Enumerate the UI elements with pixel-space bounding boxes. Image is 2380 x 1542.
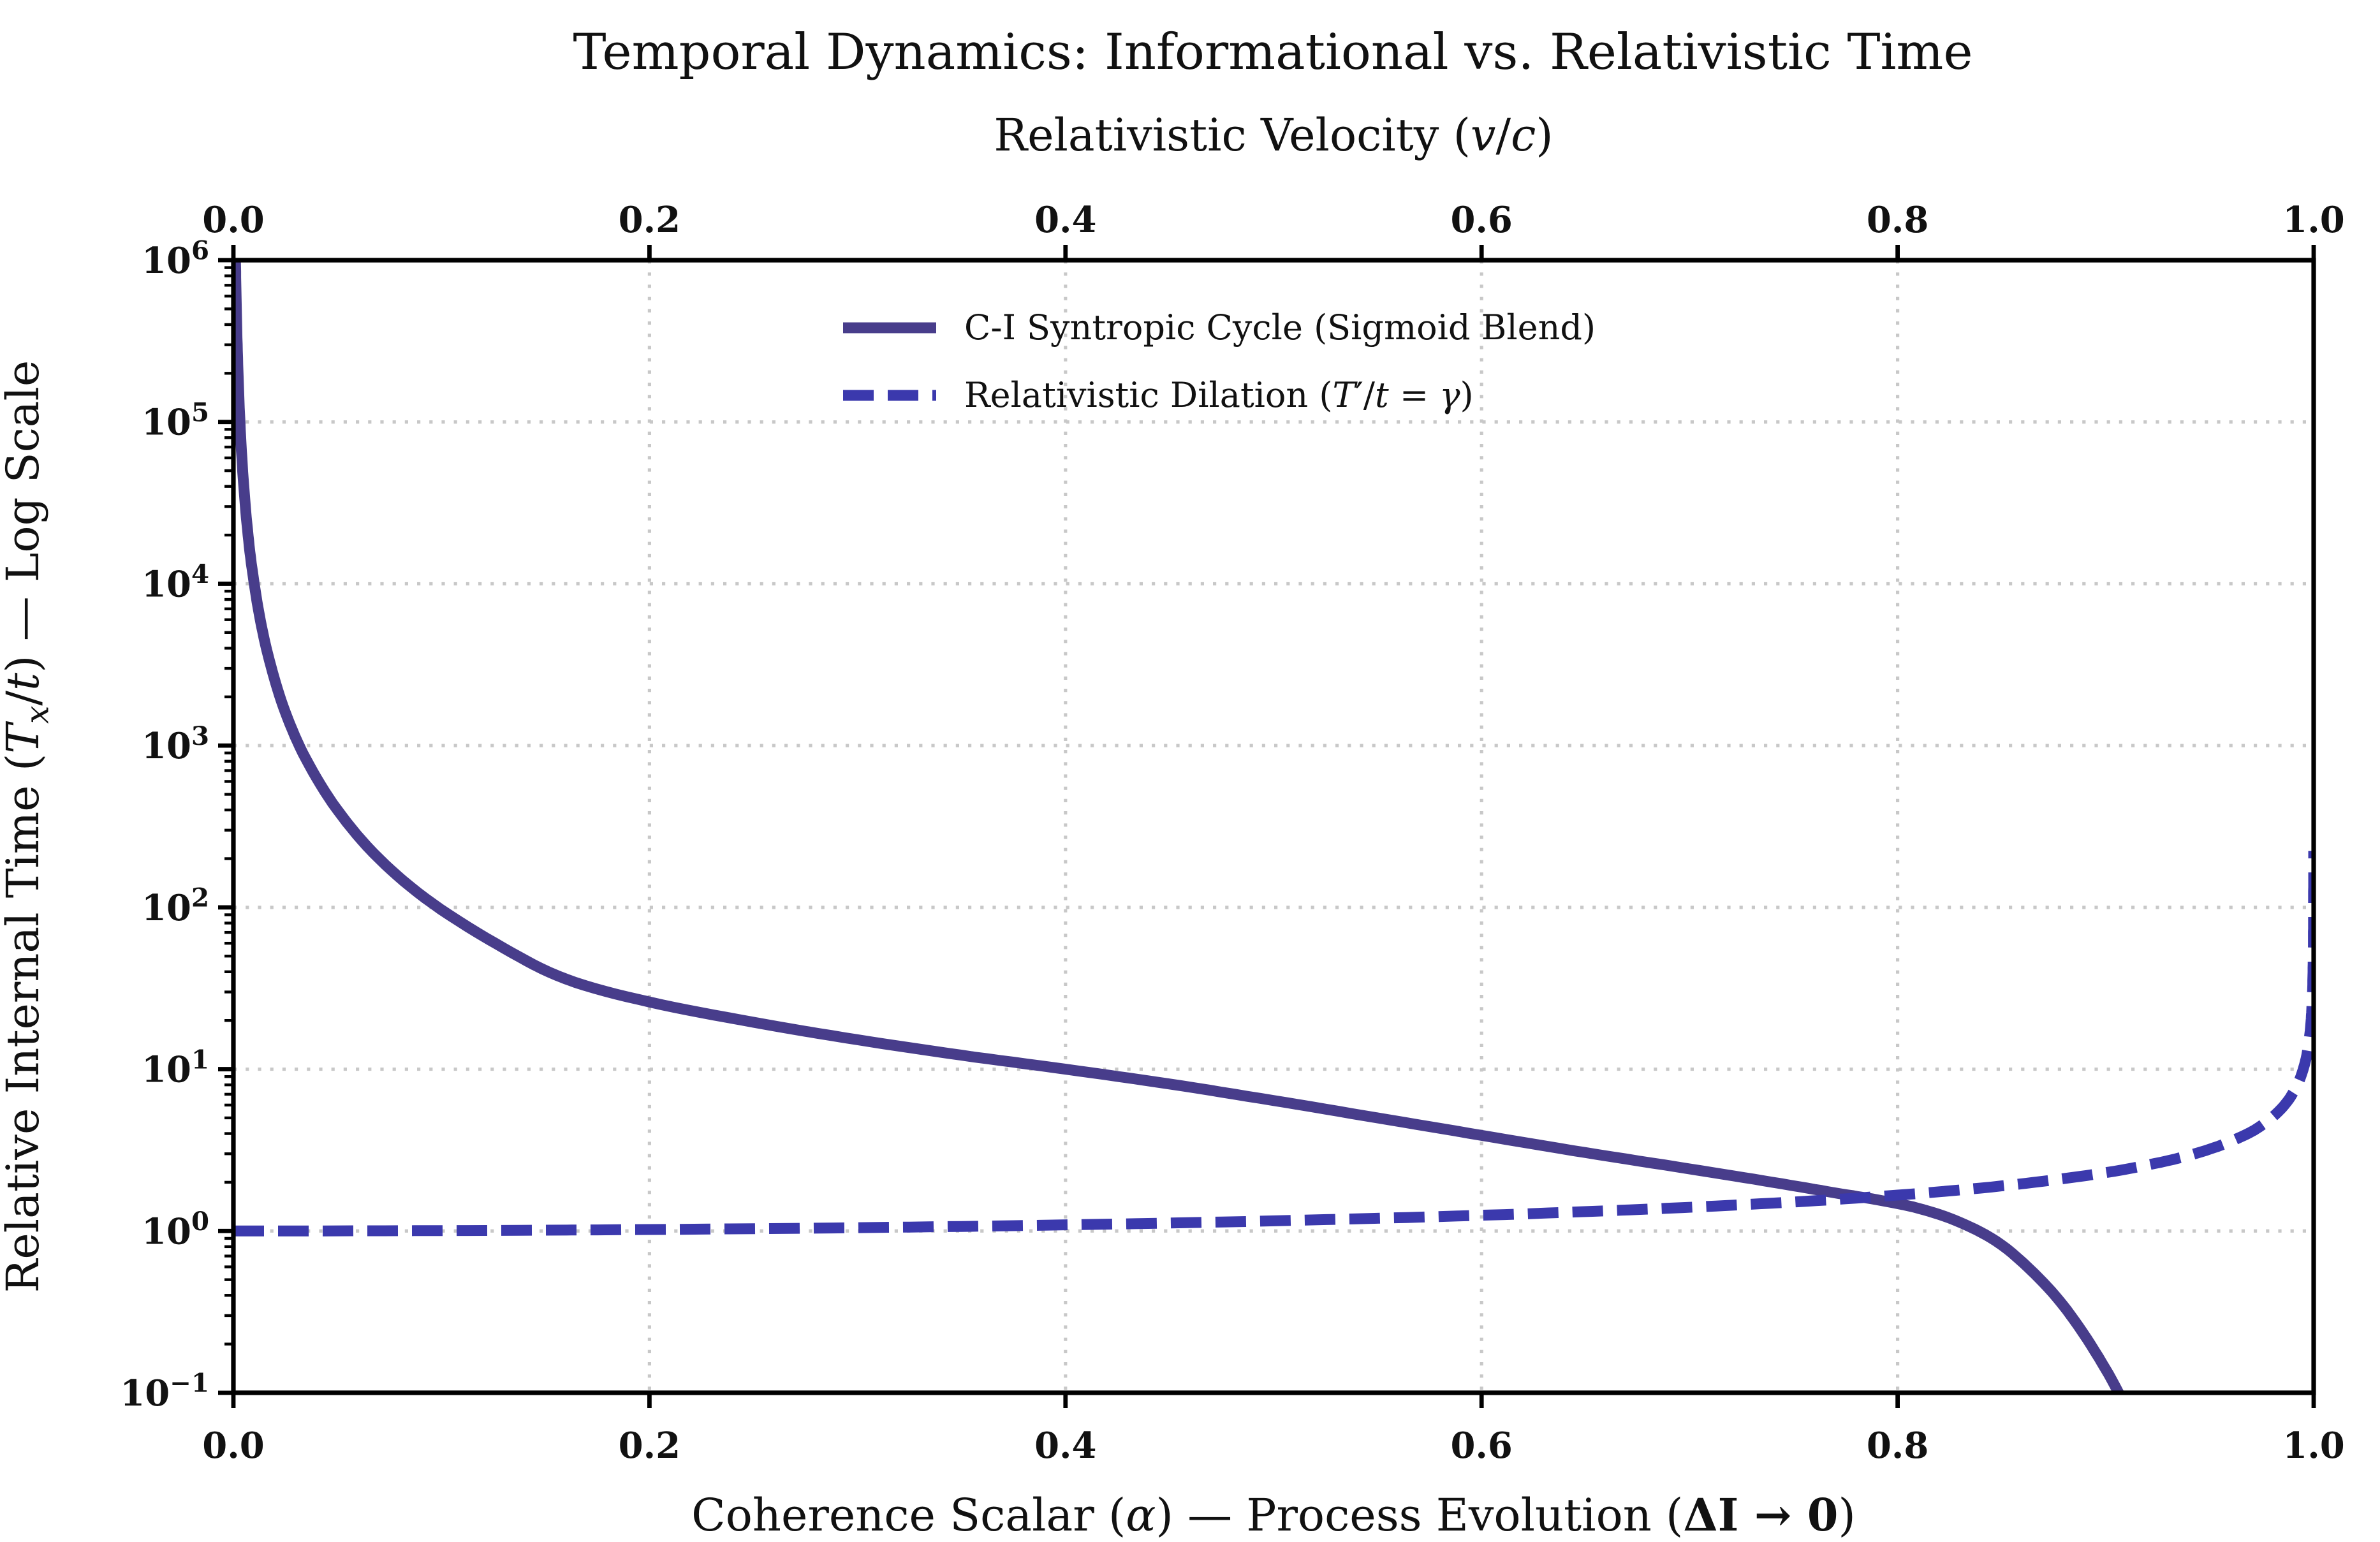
y-tick-label: 10−1 [120, 1368, 209, 1414]
y-tick-label: 106 [142, 235, 209, 282]
x-tick-label-bottom: 0.6 [1450, 1425, 1512, 1467]
series-curve-syntropic [233, 260, 2125, 1393]
y-tick-label: 105 [142, 397, 209, 443]
tick-labels: 0.0 0.2 0.4 0.6 0.8 1.0 0.0 0.2 0.4 0.6 0.8 1.0 106 1… [120, 199, 2344, 1467]
chart-title: Temporal Dynamics: Informational vs. Rel… [573, 24, 1972, 81]
y-tick-label: 102 [142, 883, 209, 929]
x-axis-label-bottom: Coherence Scalar (α) — Process Evolution… [691, 1488, 1856, 1541]
y-tick-label: 101 [142, 1044, 209, 1090]
plot-border [231, 258, 2316, 1395]
y-axis-label: Relative Internal Time (Tx/t) — Log Scal… [0, 360, 55, 1293]
x-tick-label-bottom: 0.0 [202, 1425, 264, 1467]
legend: C-I Syntropic Cycle (Sigmoid Blend) Relat… [843, 307, 1596, 415]
y-tick-label: 104 [142, 559, 209, 605]
axis-ticks [218, 245, 2316, 1408]
x-tick-label-top: 0.4 [1034, 199, 1096, 241]
x-tick-label-top: 0.6 [1450, 199, 1512, 241]
y-tick-label: 103 [142, 721, 209, 767]
x-tick-label-top: 0.8 [1867, 199, 1928, 241]
x-tick-label-top: 1.0 [2282, 199, 2344, 241]
x-tick-label-top: 0.2 [619, 199, 680, 241]
x-tick-label-bottom: 0.2 [619, 1425, 680, 1467]
legend-label: C-I Syntropic Cycle (Sigmoid Blend) [964, 307, 1596, 348]
x-tick-label-bottom: 0.8 [1867, 1425, 1928, 1467]
x-axis-label-top: Relativistic Velocity (v/c) [994, 109, 1553, 161]
x-tick-label-bottom: 1.0 [2282, 1425, 2344, 1467]
series-curve-dilation [233, 847, 2314, 1237]
axis-labels: Relativistic Velocity (v/c) Coherence Sca… [0, 109, 1856, 1541]
x-tick-label-top: 0.0 [202, 199, 264, 241]
x-tick-label-bottom: 0.4 [1034, 1425, 1096, 1467]
y-tick-label: 100 [142, 1206, 209, 1252]
legend-label: Relativistic Dilation (T′/t = γ) [964, 375, 1474, 415]
